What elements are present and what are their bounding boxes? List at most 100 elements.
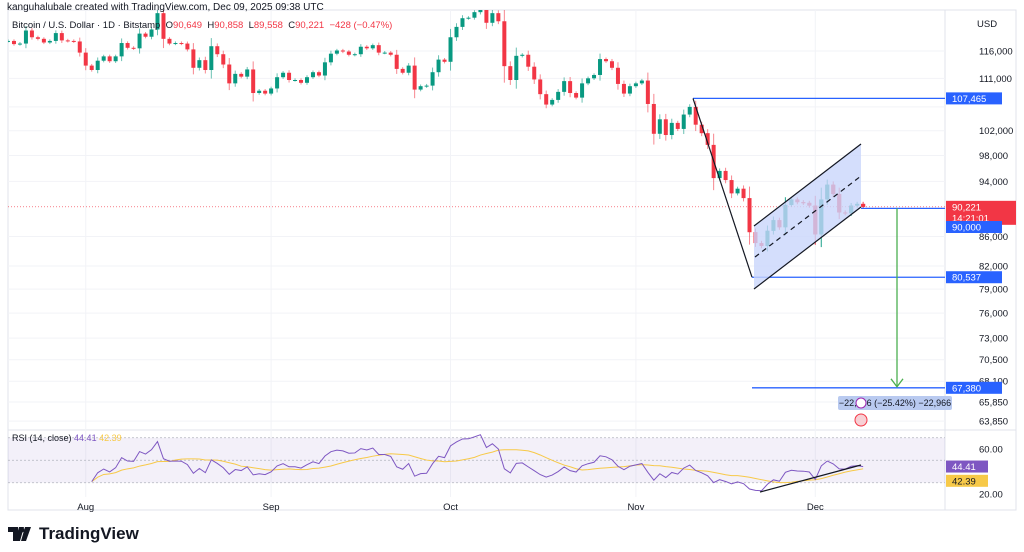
trend-line-drop bbox=[692, 98, 753, 278]
candle-body bbox=[388, 52, 393, 55]
candle-body bbox=[107, 56, 112, 62]
symbol-legend: Bitcoin / U.S. Dollar · 1D · Bitstamp O9… bbox=[12, 20, 392, 31]
us-flag-icon bbox=[854, 413, 868, 427]
candle-body bbox=[299, 79, 304, 83]
candle-body bbox=[681, 114, 686, 129]
candle-body bbox=[657, 119, 662, 134]
candle-body bbox=[735, 188, 740, 194]
last-price-tag-bg bbox=[946, 200, 1016, 225]
candle-body bbox=[322, 62, 327, 76]
candles bbox=[8, 10, 866, 252]
candle-body bbox=[574, 93, 579, 98]
candle-body bbox=[544, 94, 549, 105]
candle-body bbox=[406, 65, 411, 73]
candle-body bbox=[71, 40, 76, 42]
currency-button[interactable]: USD bbox=[977, 19, 998, 30]
candle-body bbox=[257, 90, 262, 94]
candle-body bbox=[161, 13, 166, 39]
candle-body bbox=[741, 188, 746, 199]
candle-body bbox=[448, 37, 453, 62]
open-value: 90,649 bbox=[173, 20, 203, 31]
candle-body bbox=[352, 54, 357, 56]
candle-body bbox=[346, 51, 351, 55]
candle-body bbox=[245, 69, 250, 77]
price-tag-107465-bg bbox=[946, 92, 1002, 105]
candle-body bbox=[179, 43, 184, 45]
candle-body bbox=[149, 29, 154, 37]
candle-body bbox=[645, 80, 650, 104]
candle-body bbox=[478, 10, 483, 13]
y-tick-label: 102,000 bbox=[979, 126, 1013, 137]
candle-body bbox=[376, 45, 381, 53]
rsi-label[interactable]: RSI (14, close) bbox=[12, 433, 72, 443]
rsi-value: 44.41 bbox=[74, 433, 97, 443]
high-value: 90,858 bbox=[214, 20, 244, 31]
candle-body bbox=[430, 72, 435, 86]
candle-body bbox=[23, 30, 28, 44]
candle-body bbox=[53, 33, 58, 41]
symbol-name[interactable]: Bitcoin / U.S. Dollar · 1D · Bitstamp bbox=[12, 20, 161, 31]
candle-body bbox=[89, 65, 94, 70]
rsi-ma-tag-bg bbox=[946, 474, 988, 487]
price-tag-67380: 67,380 bbox=[952, 383, 981, 394]
rsi-value-tag: 44.41 bbox=[952, 462, 976, 473]
candle-body bbox=[627, 86, 632, 94]
rsi-trend-line bbox=[759, 464, 862, 493]
channel-upper-line bbox=[753, 143, 862, 227]
y-tick-label: 82,000 bbox=[979, 262, 1008, 273]
candle-body bbox=[143, 33, 148, 37]
channel-mid-line bbox=[754, 175, 862, 258]
price-tag-80537-bg bbox=[946, 271, 1002, 284]
candle-body bbox=[484, 10, 489, 23]
candle-body bbox=[663, 119, 668, 136]
candle-body bbox=[101, 56, 106, 61]
candle-body bbox=[59, 33, 64, 41]
chart-credit: kanguhalubale created with TradingView.c… bbox=[7, 2, 324, 13]
candle-body bbox=[35, 37, 40, 39]
y-tick-label: 63,850 bbox=[979, 417, 1008, 428]
candle-body bbox=[747, 198, 752, 233]
channel-lower-line bbox=[753, 206, 862, 290]
candle-body bbox=[651, 103, 656, 134]
candle-body bbox=[293, 79, 298, 81]
high-label: H bbox=[207, 20, 215, 31]
candle-body bbox=[592, 74, 597, 79]
candle-body bbox=[8, 40, 10, 42]
candle-body bbox=[137, 33, 142, 49]
candle-body bbox=[699, 124, 704, 134]
candle-body bbox=[125, 43, 130, 48]
candle-body bbox=[340, 50, 345, 52]
candle-body bbox=[568, 81, 573, 94]
chart-frame bbox=[7, 9, 1017, 511]
candle-body bbox=[472, 12, 477, 18]
open-label: O bbox=[165, 20, 174, 31]
candle-body bbox=[41, 38, 46, 43]
candle-body bbox=[209, 46, 214, 70]
candle-body bbox=[191, 49, 196, 68]
candle-body bbox=[269, 88, 274, 94]
candle-body bbox=[717, 170, 722, 179]
candle-body bbox=[412, 65, 417, 90]
change-value: −428 (−0.47%) bbox=[329, 20, 393, 31]
candle-body bbox=[227, 64, 232, 84]
candle-body bbox=[526, 54, 531, 67]
candle-body bbox=[83, 52, 88, 66]
close-value: 90,221 bbox=[295, 20, 325, 31]
candle-body bbox=[215, 46, 220, 55]
candle-body bbox=[514, 55, 519, 80]
candle-body bbox=[17, 43, 22, 45]
measure-label: −22,966 (−25.42%) −22,966 bbox=[839, 398, 951, 408]
candle-body bbox=[621, 83, 626, 94]
candle-body bbox=[639, 80, 644, 84]
last-price-tag: 90,221 bbox=[952, 202, 981, 213]
x-tick-label: Aug bbox=[77, 502, 94, 513]
candle-body bbox=[287, 72, 292, 80]
candle-body bbox=[310, 72, 315, 78]
tradingview-logo[interactable]: TradingView bbox=[8, 524, 139, 544]
candle-body bbox=[334, 50, 339, 54]
price-tag-90000-bg bbox=[946, 221, 1002, 233]
rsi-value-tag-bg bbox=[946, 460, 988, 473]
rsi-ma-line bbox=[91, 449, 864, 484]
rsi-line bbox=[91, 434, 864, 492]
